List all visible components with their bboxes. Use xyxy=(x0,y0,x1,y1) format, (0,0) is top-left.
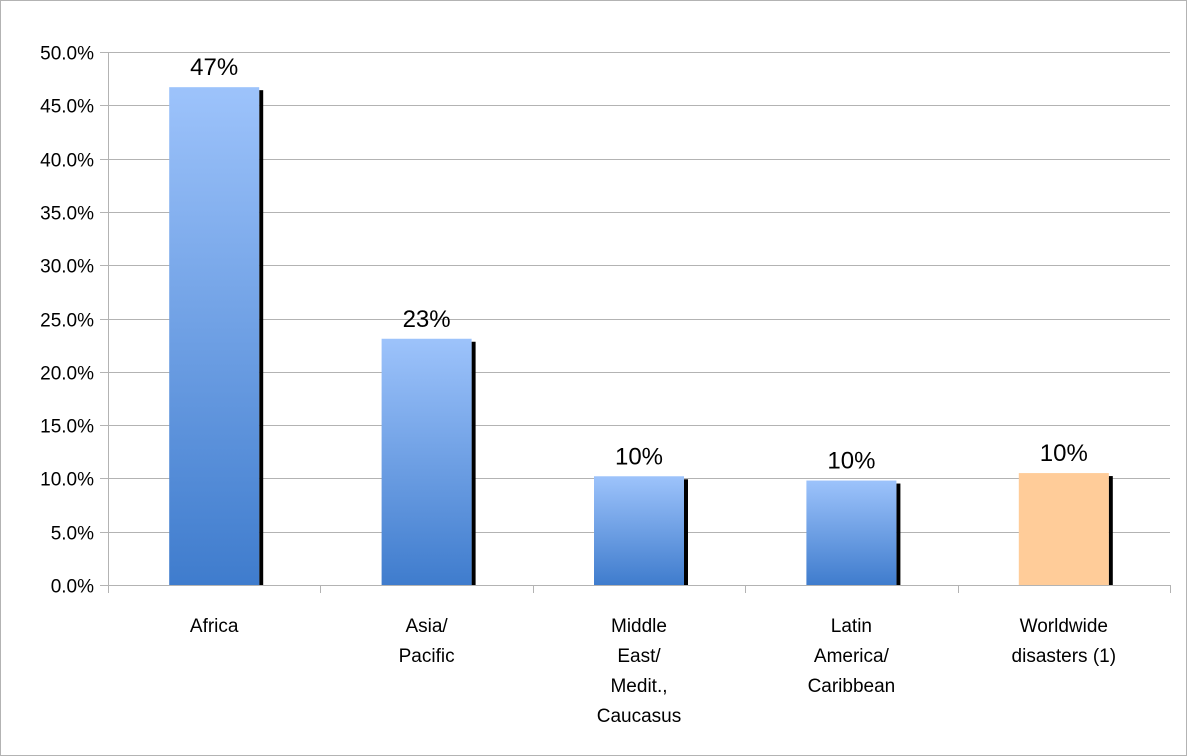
y-tick-label: 5.0% xyxy=(51,524,94,545)
data-label: 10% xyxy=(615,443,663,470)
x-tick-label-line: Middle xyxy=(611,616,667,637)
y-tick-label: 40.0% xyxy=(40,151,94,172)
bar xyxy=(381,338,472,585)
bar xyxy=(169,87,260,585)
x-tick-label-line: Medit., xyxy=(610,676,667,697)
data-label: 23% xyxy=(403,306,451,333)
x-tick-label-line: America/ xyxy=(814,646,890,667)
x-tick-label-line: disasters (1) xyxy=(1012,646,1117,667)
bar-shadow xyxy=(896,483,901,585)
bar xyxy=(1018,473,1109,585)
y-tick-label: 10.0% xyxy=(40,470,94,491)
bar xyxy=(594,476,684,585)
bar-shadow xyxy=(1108,476,1113,585)
y-tick-label: 30.0% xyxy=(40,257,94,278)
y-tick-label: 45.0% xyxy=(40,97,94,118)
y-tick-label: 35.0% xyxy=(40,204,94,225)
bar xyxy=(806,480,897,585)
y-tick-label: 50.0% xyxy=(40,44,94,65)
data-label: 10% xyxy=(827,448,875,475)
bars xyxy=(169,87,1113,585)
x-tick-label: Asia/Pacific xyxy=(399,616,455,667)
x-tick-label: Worldwide disasters (1) xyxy=(1012,616,1117,667)
bar-shadow xyxy=(684,479,688,585)
x-tick-label-line: Caribbean xyxy=(808,676,896,697)
x-tick-label: Africa xyxy=(190,616,239,637)
y-tick-label: 20.0% xyxy=(40,364,94,385)
y-tick-label: 25.0% xyxy=(40,311,94,332)
x-tick-label-line: Caucasus xyxy=(597,706,682,727)
bar-shadow xyxy=(471,341,476,585)
y-tick-label: 15.0% xyxy=(40,417,94,438)
x-tick-label-line: East/ xyxy=(617,646,661,667)
x-tick-label-line: Asia/ xyxy=(405,616,448,637)
x-tick-label-line: Latin xyxy=(831,616,872,637)
y-tick-label: 0.0% xyxy=(51,577,94,598)
x-tick-label: Middle East/Medit., Caucasus xyxy=(597,616,682,727)
x-tick-label-line: Worldwide xyxy=(1020,616,1108,637)
x-tick-label-line: Pacific xyxy=(399,646,455,667)
x-tick-label-line: Africa xyxy=(190,616,239,637)
labels: 0.0% 5.0% 10.0% 15.0% 20.0% 25.0% 30.0% 35.0% 40… xyxy=(40,44,1116,728)
data-label: 10% xyxy=(1040,440,1088,467)
bar-shadow xyxy=(259,90,264,585)
x-tick-label: Latin America/Caribbean xyxy=(808,616,896,697)
axes xyxy=(100,52,1171,593)
data-label: 47% xyxy=(190,54,238,81)
